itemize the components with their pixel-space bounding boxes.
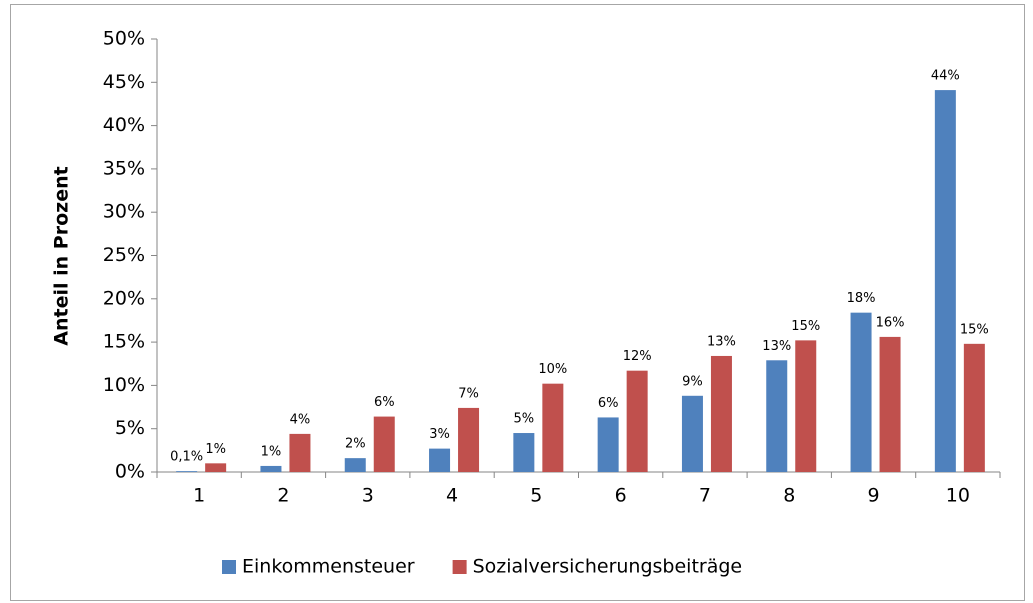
bar bbox=[205, 463, 227, 472]
bar bbox=[850, 312, 872, 472]
bar bbox=[289, 433, 311, 472]
value-label: 2% bbox=[345, 437, 366, 452]
value-label: 7% bbox=[458, 386, 479, 401]
value-label: 18% bbox=[847, 291, 876, 306]
bar bbox=[458, 407, 480, 472]
value-label: 10% bbox=[538, 362, 567, 377]
x-tick-label: 1 bbox=[193, 485, 205, 507]
bar bbox=[373, 416, 395, 472]
bar bbox=[176, 471, 198, 472]
bar bbox=[260, 465, 282, 472]
x-tick-label: 8 bbox=[783, 485, 795, 507]
value-label: 44% bbox=[931, 69, 960, 84]
x-tick-label: 7 bbox=[699, 485, 711, 507]
legend-label: Sozialversicherungsbeiträge bbox=[473, 556, 743, 578]
y-tick-label: 45% bbox=[103, 71, 145, 93]
x-tick-label: 2 bbox=[277, 485, 289, 507]
y-tick-label: 5% bbox=[115, 417, 145, 439]
bar bbox=[879, 336, 901, 472]
y-tick-label: 25% bbox=[103, 244, 145, 266]
value-label: 12% bbox=[623, 349, 652, 364]
y-axis-title: Anteil in Prozent bbox=[51, 166, 73, 345]
bar bbox=[934, 90, 956, 473]
value-label: 15% bbox=[791, 319, 820, 334]
value-label: 6% bbox=[598, 396, 619, 411]
y-tick-label: 40% bbox=[103, 114, 145, 136]
value-label: 13% bbox=[762, 339, 791, 354]
bar bbox=[344, 458, 366, 472]
value-label: 5% bbox=[514, 412, 535, 427]
bar bbox=[710, 355, 732, 472]
y-tick-label: 50% bbox=[103, 28, 145, 50]
y-tick-label: 0% bbox=[115, 461, 145, 483]
bar bbox=[429, 448, 451, 472]
x-tick-label: 4 bbox=[446, 485, 458, 507]
bar bbox=[626, 370, 648, 472]
value-label: 16% bbox=[876, 315, 905, 330]
y-tick-label: 35% bbox=[103, 157, 145, 179]
value-label: 3% bbox=[429, 427, 450, 442]
bar bbox=[542, 383, 564, 472]
chart-frame bbox=[10, 4, 1025, 601]
value-label: 1% bbox=[261, 444, 282, 459]
y-tick-label: 30% bbox=[103, 201, 145, 223]
legend-swatch bbox=[452, 560, 467, 574]
value-label: 15% bbox=[960, 322, 989, 337]
legend-label: Einkommensteuer bbox=[242, 556, 415, 578]
bar bbox=[766, 360, 788, 472]
value-label: 13% bbox=[707, 334, 736, 349]
x-tick-label: 5 bbox=[530, 485, 542, 507]
y-tick-label: 10% bbox=[103, 374, 145, 396]
legend-swatch bbox=[222, 560, 236, 574]
y-tick-label: 15% bbox=[103, 331, 145, 353]
bar bbox=[597, 417, 619, 472]
x-tick-label: 10 bbox=[946, 485, 970, 507]
value-label: 1% bbox=[205, 442, 226, 457]
bar bbox=[681, 395, 703, 472]
bar bbox=[795, 340, 817, 472]
value-label: 9% bbox=[682, 374, 703, 389]
x-tick-label: 9 bbox=[868, 485, 880, 507]
x-tick-label: 3 bbox=[362, 485, 374, 507]
y-tick-label: 20% bbox=[103, 287, 145, 309]
x-tick-label: 6 bbox=[615, 485, 627, 507]
value-label: 6% bbox=[374, 395, 395, 410]
bar bbox=[963, 343, 985, 472]
value-label: 4% bbox=[290, 412, 311, 427]
bar bbox=[513, 433, 535, 472]
value-label: 0,1% bbox=[170, 450, 203, 465]
